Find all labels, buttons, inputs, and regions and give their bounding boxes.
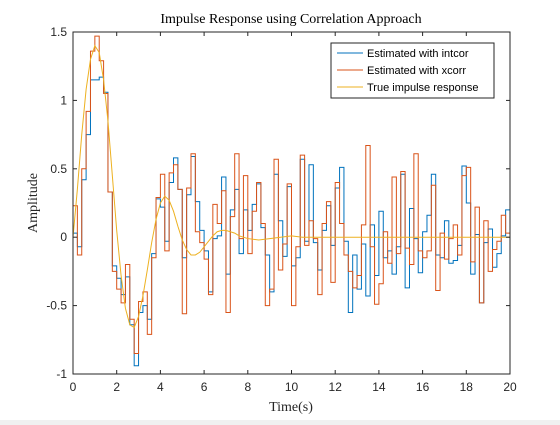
chart-title: Impulse Response using Correlation Appro… [160, 12, 421, 27]
x-tick-label: 16 [416, 380, 430, 394]
x-tick-label: 8 [244, 380, 251, 394]
x-tick-label: 0 [70, 380, 77, 394]
legend-entry-3: True impulse response [367, 82, 478, 94]
x-tick-label: 20 [503, 380, 517, 394]
x-tick-label: 12 [329, 380, 343, 394]
legend-entry-1: Estimated with intcor [367, 48, 469, 60]
x-tick-label: 18 [460, 380, 474, 394]
tick-layer: 0 2 4 6 8 10 12 14 16 18 20 -1 -0.5 0 0.5 1 1.5 [46, 25, 517, 394]
series-line-3 [73, 44, 510, 329]
x-tick-label: 4 [157, 380, 164, 394]
y-tick-label: 0.5 [50, 162, 67, 176]
legend: Estimated with intcor Estimated with xcor… [330, 42, 495, 99]
x-tick-label: 2 [113, 380, 120, 394]
y-tick-label: 0 [60, 230, 67, 244]
y-tick-label: 1 [60, 93, 67, 107]
x-tick-label: 10 [285, 380, 299, 394]
y-axis-label: Amplitude [26, 173, 41, 233]
x-tick-label: 6 [201, 380, 208, 394]
series-line-2 [73, 35, 510, 354]
x-axis-label: Time(s) [269, 400, 313, 415]
y-tick-label: -1 [56, 367, 67, 381]
x-tick-label: 14 [372, 380, 386, 394]
series-layer [73, 35, 510, 367]
legend-entry-2: Estimated with xcorr [367, 65, 466, 77]
y-tick-label: -0.5 [46, 299, 67, 313]
y-tick-label: 1.5 [50, 25, 67, 39]
